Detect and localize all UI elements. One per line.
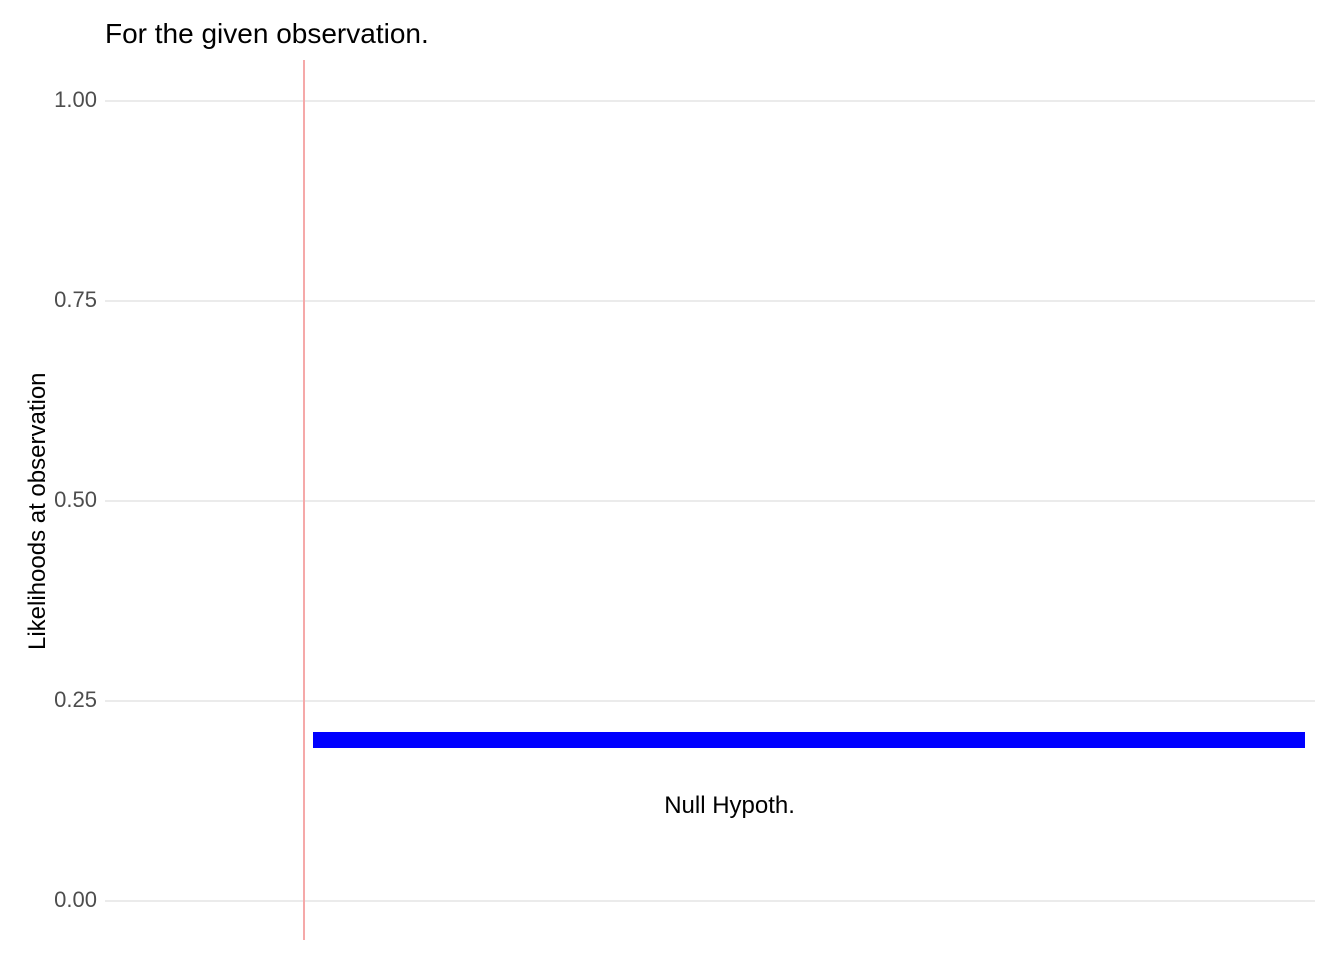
chart-container: For the given observation. Likelihoods a… (0, 0, 1344, 960)
bar-null-hypoth (313, 732, 1305, 748)
gridline (105, 700, 1315, 702)
gridline (105, 900, 1315, 902)
gridline (105, 300, 1315, 302)
y-tick-label: 0.50 (37, 487, 97, 513)
y-tick-label: 0.75 (37, 287, 97, 313)
plot-area: Null Hypoth. (105, 60, 1315, 940)
y-tick-label: 0.00 (37, 887, 97, 913)
chart-title: For the given observation. (105, 18, 429, 50)
y-tick-label: 0.25 (37, 687, 97, 713)
reference-vertical-line (303, 60, 305, 940)
y-tick-label: 1.00 (37, 87, 97, 113)
gridline (105, 100, 1315, 102)
bar-label: Null Hypoth. (664, 792, 795, 820)
gridline (105, 500, 1315, 502)
